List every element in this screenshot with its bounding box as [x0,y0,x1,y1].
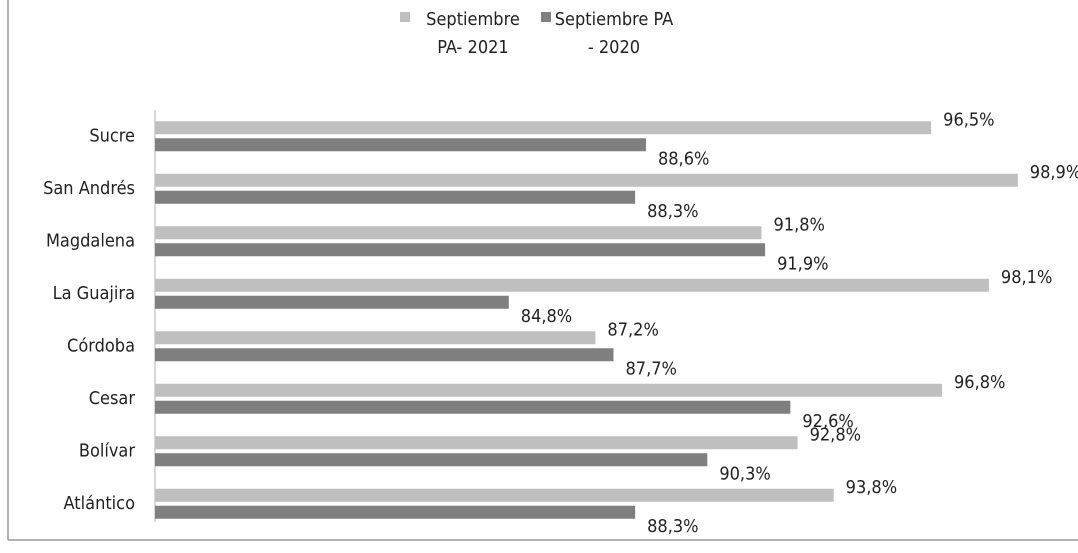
data-label: 88,3% [647,516,698,537]
data-label: 91,9% [777,253,828,274]
data-label: 84,8% [521,306,572,327]
data-label: 91,8% [773,214,824,235]
data-label: 93,8% [846,477,897,498]
y-tick-label: San Andrés [43,178,135,199]
bar [155,505,636,519]
bar [155,383,942,397]
data-label: 92,6% [802,411,853,432]
legend-item: Septiembre PA - 2020 [541,6,674,62]
bar [155,400,791,414]
data-label: 96,5% [943,109,994,130]
bar [155,295,509,309]
legend-swatch [541,12,551,22]
bar [155,453,708,467]
y-tick-label: La Guajira [53,283,135,304]
legend: Septiembre PA- 2021 Septiembre PA - 2020 [400,6,674,62]
legend-item: Septiembre PA- 2021 [400,6,533,62]
bar [155,243,766,257]
data-label: 98,1% [1001,267,1052,288]
data-label: 90,3% [719,463,770,484]
bar [155,348,614,362]
y-tick-label: Cesar [89,388,136,409]
bar [155,226,762,240]
y-tick-label: Sucre [89,125,135,146]
data-label: 87,7% [625,358,676,379]
bar [155,488,834,502]
bar [155,278,989,292]
y-tick-label: Magdalena [46,230,135,251]
data-label: 87,2% [607,319,658,340]
bar [155,331,596,345]
data-label: 92,8% [810,424,861,445]
y-tick-label: Bolívar [79,440,136,461]
y-tick-label: Atlántico [64,493,136,514]
bar [155,436,798,450]
bar [155,173,1018,187]
bar [155,190,636,204]
data-label: 98,9% [1030,162,1078,183]
legend-label: Septiembre PA- 2021 [426,9,520,58]
data-label: 88,3% [647,201,698,222]
bar [155,138,646,152]
y-tick-label: Córdoba [67,335,135,356]
data-label: 96,8% [954,372,1005,393]
bar [155,121,932,135]
legend-label: Septiembre PA - 2020 [554,9,674,58]
data-label: 88,6% [658,148,709,169]
legend-swatch [400,12,410,22]
